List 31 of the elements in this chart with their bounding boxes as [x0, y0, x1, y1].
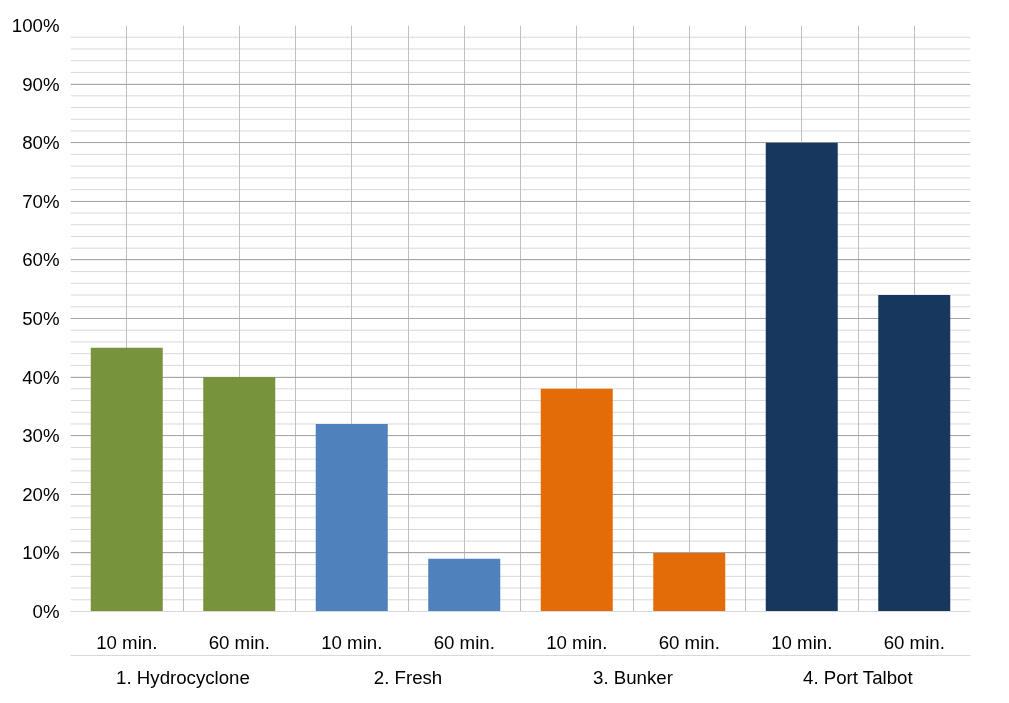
y-tick-label: 30% [22, 425, 60, 447]
text: 3. Bunker [593, 666, 673, 688]
x-tick-label: 10 min. [771, 631, 833, 653]
y-tick-label: 70% [22, 190, 60, 212]
y-tick-label: 40% [22, 366, 60, 388]
text: 2. Fresh [373, 666, 443, 688]
y-tick-label: 10% [22, 542, 60, 564]
x-tick-label: 10 min. [546, 631, 608, 653]
y-tick-label: 100% [11, 15, 60, 36]
x-tick-label: 60 min. [208, 631, 270, 653]
bar [878, 295, 951, 612]
bar [315, 423, 388, 612]
y-tick-label: 0% [32, 601, 60, 622]
x-tick-label: 10 min. [96, 631, 158, 653]
text: 1. Hydrocyclone [116, 666, 250, 688]
x-tick-label: 60 min. [883, 631, 945, 653]
y-tick-label: 60% [22, 249, 60, 271]
x-tick-label: 10 min. [321, 631, 383, 653]
y-tick-label: 90% [22, 73, 60, 95]
y-tick-label: 20% [22, 483, 60, 505]
bar [90, 347, 163, 612]
text: 4. Port Talbot [803, 666, 914, 688]
bar [765, 142, 838, 612]
bar [203, 377, 276, 612]
bar [428, 558, 501, 612]
y-tick-label: 80% [22, 132, 60, 154]
x-tick-label: 60 min. [433, 631, 495, 653]
y-tick-label: 50% [22, 308, 60, 329]
x-tick-label: 60 min. [658, 631, 720, 653]
bar [653, 552, 726, 612]
bar [540, 388, 613, 612]
